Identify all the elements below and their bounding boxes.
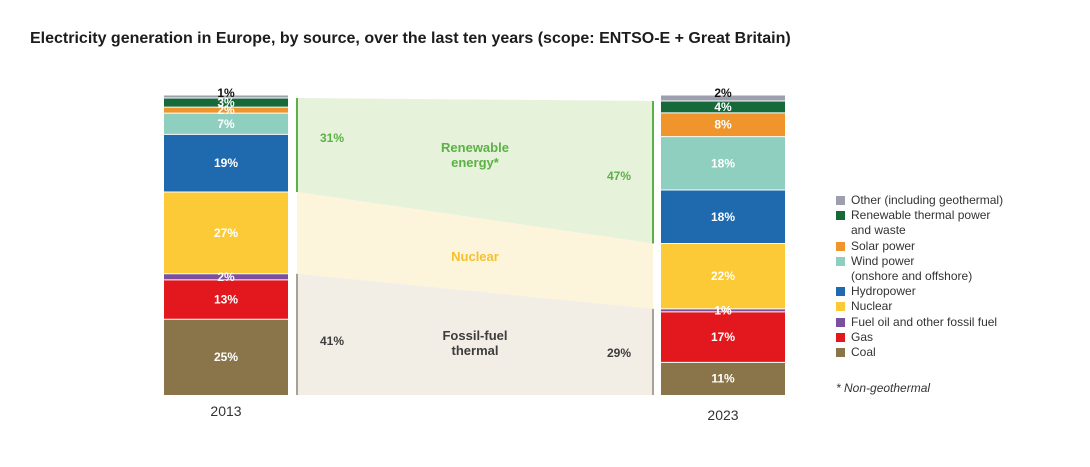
legend-item-nuclear: Nuclear — [836, 299, 1003, 314]
data-label-solar-2013: 2% — [217, 103, 235, 117]
legend-label: Nuclear — [851, 299, 893, 314]
group-value-renewable-2013: 31% — [320, 131, 344, 145]
legend-item-gas: Gas — [836, 330, 1003, 345]
legend-swatch-fuel_oil — [836, 317, 845, 327]
data-label-other-2023: 2% — [714, 86, 732, 100]
bar-segment-renewable_thermal-2023 — [661, 100, 785, 113]
renewable-band — [297, 98, 653, 244]
legend-item-other: Other (including geothermal) — [836, 193, 1003, 208]
x-tick-2023: 2023 — [707, 407, 738, 423]
legend-item-renewable_thermal: Renewable thermal power and waste — [836, 208, 1003, 238]
group-value-renewable-2023: 47% — [607, 169, 631, 183]
fossil-band — [297, 273, 653, 395]
legend-label: Fuel oil and other fossil fuel — [851, 314, 998, 329]
data-label-gas-2023: 17% — [711, 330, 735, 344]
data-label-other-2013: 1% — [217, 86, 235, 100]
legend: Other (including geothermal) Renewable th… — [836, 193, 1003, 360]
legend-item-wind: Wind power (onshore and offshore) — [836, 254, 1003, 284]
data-label-gas-2013: 13% — [214, 293, 238, 307]
legend-item-fuel_oil: Fuel oil and other fossil fuel — [836, 315, 1003, 330]
bar-segment-gas-2013 — [164, 279, 288, 320]
legend-item-solar: Solar power — [836, 239, 1003, 254]
data-label-hydro-2023: 18% — [711, 210, 735, 224]
group-label-renewable: Renewable energy* — [441, 140, 509, 170]
chart-title: Electricity generation in Europe, by sou… — [30, 30, 791, 47]
bar-segment-renewable_thermal-2013 — [164, 98, 288, 108]
bar-segment-solar-2023 — [661, 112, 785, 137]
bar-segment-coal-2023 — [661, 362, 785, 395]
bar-segment-wind-2023 — [661, 136, 785, 191]
bar-segment-coal-2013 — [164, 319, 288, 395]
data-label-renewable_thermal-2023: 4% — [714, 100, 732, 114]
legend-label: (onshore and offshore) — [851, 269, 973, 284]
legend-label: and waste — [851, 223, 906, 238]
data-label-wind-2023: 18% — [711, 156, 735, 170]
legend-swatch-hydro — [836, 287, 845, 297]
bar-segment-wind-2013 — [164, 113, 288, 135]
data-label-nuclear-2023: 22% — [711, 269, 735, 283]
legend-label: Coal — [851, 345, 876, 360]
bar-segment-hydro-2023 — [661, 190, 785, 244]
legend-swatch-wind — [836, 256, 845, 266]
bar-segment-other-2023 — [661, 95, 785, 101]
bar-segment-fuel_oil-2023 — [661, 308, 785, 312]
legend-swatch-solar — [836, 241, 845, 251]
bar-segment-gas-2023 — [661, 311, 785, 363]
legend-label: Solar power — [851, 238, 916, 253]
data-label-wind-2013: 7% — [217, 117, 235, 131]
bar-segment-other-2013 — [164, 95, 288, 99]
legend-swatch-renewable_thermal — [836, 211, 845, 221]
group-value-fossil-2023: 29% — [607, 346, 631, 360]
x-tick-2013: 2013 — [210, 403, 241, 419]
data-label-renewable_thermal-2013: 3% — [217, 96, 235, 110]
data-label-solar-2023: 8% — [714, 118, 732, 132]
bar-segment-solar-2013 — [164, 107, 288, 114]
legend-label: Wind power — [851, 253, 915, 268]
legend-label: Other (including geothermal) — [851, 193, 1004, 207]
legend-swatch-coal — [836, 348, 845, 358]
data-label-coal-2013: 25% — [214, 350, 238, 364]
data-label-nuclear-2013: 27% — [214, 226, 238, 240]
bar-segment-hydro-2013 — [164, 134, 288, 192]
data-label-coal-2023: 11% — [711, 372, 735, 386]
bar-segment-fuel_oil-2013 — [164, 273, 288, 280]
legend-label: Gas — [851, 329, 874, 344]
legend-swatch-other — [836, 196, 845, 205]
legend-swatch-nuclear — [836, 302, 845, 312]
data-label-fuel_oil-2013: 2% — [217, 270, 235, 284]
group-value-fossil-2013: 41% — [320, 334, 344, 348]
bar-segment-nuclear-2013 — [164, 191, 288, 274]
footnote: * Non-geothermal — [836, 381, 931, 395]
data-label-fuel_oil-2023: 1% — [714, 303, 732, 317]
legend-label: Renewable thermal power — [851, 208, 991, 223]
bar-segment-nuclear-2023 — [661, 243, 785, 309]
legend-label: Hydropower — [851, 284, 916, 299]
legend-item-coal: Coal — [836, 345, 1003, 360]
nuclear-band — [297, 191, 653, 309]
legend-item-hydro: Hydropower — [836, 284, 1003, 299]
group-label-nuclear: Nuclear — [451, 249, 499, 264]
legend-swatch-gas — [836, 332, 845, 342]
group-label-fossil: Fossil-fuel thermal — [442, 328, 507, 358]
data-label-hydro-2013: 19% — [214, 156, 238, 170]
